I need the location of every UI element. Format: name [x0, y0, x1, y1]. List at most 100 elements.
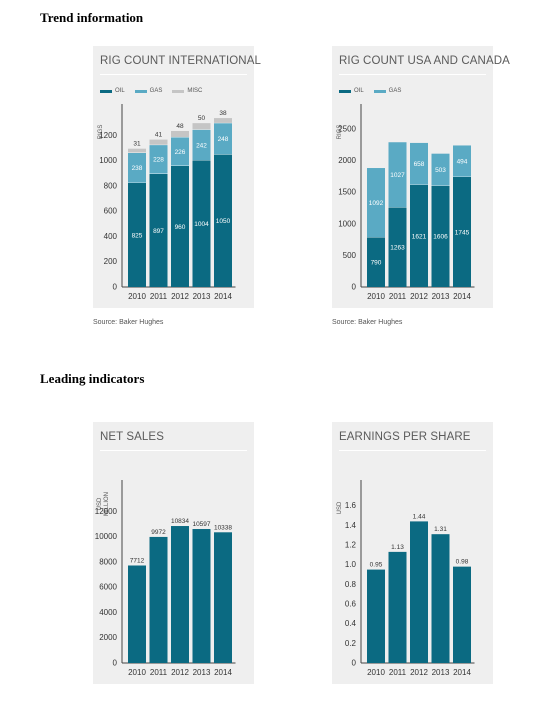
chart-plot: RIGS 0 200 400 600 800 1000 1200 825 238 31 2010 897… [98, 104, 236, 301]
bar-segment [192, 129, 211, 161]
data-label: 10338 [214, 524, 232, 531]
y-tick-label: 600 [104, 207, 118, 216]
data-label: 41 [155, 132, 163, 139]
y-tick-label: 2000 [338, 156, 356, 165]
x-tick-label: 2010 [367, 292, 385, 301]
y-tick-label: 0 [352, 283, 357, 292]
bar-segment [149, 536, 168, 663]
y-tick-label: 400 [104, 232, 118, 241]
y-tick-label: 0.8 [345, 580, 357, 589]
data-label: 658 [414, 161, 425, 168]
bar-segment [214, 122, 232, 155]
bar-segment [171, 165, 189, 287]
bar-segment [388, 551, 407, 663]
y-tick-label: 1200 [99, 131, 117, 140]
chart-legend: OIL GAS [339, 88, 401, 94]
data-label: 31 [133, 141, 141, 148]
data-label: 1263 [390, 245, 405, 252]
data-label: 228 [153, 157, 164, 164]
y-axis-label-part: USD [97, 497, 103, 510]
bar-segment [128, 182, 146, 287]
data-label: 10597 [192, 521, 210, 528]
bar-segment [431, 534, 450, 663]
y-tick-label: 1.4 [345, 521, 357, 530]
data-label: 897 [153, 228, 164, 235]
data-label: 0.95 [370, 562, 383, 569]
legend-swatch-gas [134, 89, 147, 93]
y-axis-label: RIGS [337, 125, 343, 140]
y-tick-label: 0.4 [345, 619, 357, 628]
chart-panel-intl: RIG COUNT INTERNATIONAL OIL GAS MISC RIG… [93, 46, 261, 308]
x-tick-label: 2012 [410, 292, 428, 301]
chart-title: NET SALES [100, 431, 164, 443]
bar-segment [128, 152, 146, 183]
bar-segment [431, 185, 450, 287]
data-label: 1050 [216, 218, 231, 225]
data-label: 494 [457, 159, 468, 166]
bar-segment [192, 123, 211, 130]
bar-segment [171, 137, 189, 166]
x-tick-label: 2010 [128, 292, 146, 301]
data-label: 226 [175, 149, 186, 156]
data-label: 248 [218, 136, 229, 143]
x-tick-label: 2013 [432, 668, 450, 677]
data-label: 7712 [130, 557, 145, 564]
y-tick-label: 1.6 [345, 501, 357, 510]
x-tick-label: 2012 [171, 668, 189, 677]
data-label: 1004 [194, 221, 209, 228]
section-title-trend: Trend information [40, 10, 144, 25]
bar-segment [128, 148, 146, 153]
legend-item-misc: MISC [172, 88, 202, 94]
y-tick-label: 1000 [338, 219, 356, 228]
chart-source: Source: Baker Hughes [332, 319, 403, 326]
chart-plot: RIGS 0 500 1000 1500 2000 2500 790 1092 2010 1263 1… [337, 104, 475, 301]
x-tick-label: 2011 [389, 292, 407, 301]
bar-segment [410, 184, 428, 287]
bar-segment [192, 529, 211, 663]
bar-segment [149, 139, 168, 145]
data-label: 238 [132, 165, 143, 172]
bar-segment [431, 153, 450, 186]
x-tick-label: 2012 [171, 292, 189, 301]
data-label: 1745 [455, 229, 470, 236]
data-label: 1606 [433, 234, 448, 241]
section-title-leading: Leading indicators [40, 371, 145, 386]
chart-panel-eps: EARNINGS PER SHARE USD 0 0.2 0.4 0.6 0.8 1.0 1.… [332, 422, 493, 684]
y-tick-label: 1500 [338, 188, 356, 197]
bar-segment [192, 160, 211, 287]
y-tick-label: 0.2 [345, 639, 357, 648]
x-tick-label: 2011 [150, 668, 168, 677]
chart-title: EARNINGS PER SHARE [339, 431, 471, 443]
data-label: 9972 [151, 529, 166, 536]
bar-segment [367, 569, 385, 663]
data-label: 242 [196, 142, 207, 149]
bar-segment [410, 142, 428, 185]
y-tick-label: 0.6 [345, 600, 357, 609]
x-tick-label: 2014 [453, 668, 471, 677]
legend-swatch-oil [100, 89, 112, 93]
data-label: 0.98 [456, 559, 469, 566]
y-tick-label: 200 [104, 257, 118, 266]
data-label: 50 [198, 115, 206, 122]
legend-item-oil: OIL [339, 88, 364, 94]
bar-segment [453, 566, 471, 663]
chart-plot: USD 0 0.2 0.4 0.6 0.8 1.0 1.2 1.4 1.6 0.95 2010 1.13… [337, 480, 475, 677]
chart-title: RIG COUNT USA AND CANADA [339, 55, 510, 67]
data-label: 10834 [171, 518, 189, 525]
chart-plot: USD MILLION 0 2000 4000 6000 8000 10000 12000 771… [95, 480, 236, 677]
y-tick-label: 12000 [95, 507, 118, 516]
bar-segment [453, 145, 471, 177]
data-label: 48 [176, 123, 184, 130]
chart-source: Source: Baker Hughes [93, 319, 164, 326]
bar-segment [453, 176, 471, 287]
bar-segment [410, 521, 428, 663]
x-tick-label: 2014 [453, 292, 471, 301]
y-tick-label: 800 [104, 181, 118, 190]
bar-segment [149, 144, 168, 174]
y-tick-label: 1.0 [345, 560, 357, 569]
chart-title: RIG COUNT INTERNATIONAL [100, 55, 261, 67]
legend-label: OIL [354, 88, 364, 94]
x-tick-label: 2014 [214, 668, 232, 677]
bar-segment [214, 118, 232, 123]
y-tick-label: 500 [343, 251, 357, 260]
